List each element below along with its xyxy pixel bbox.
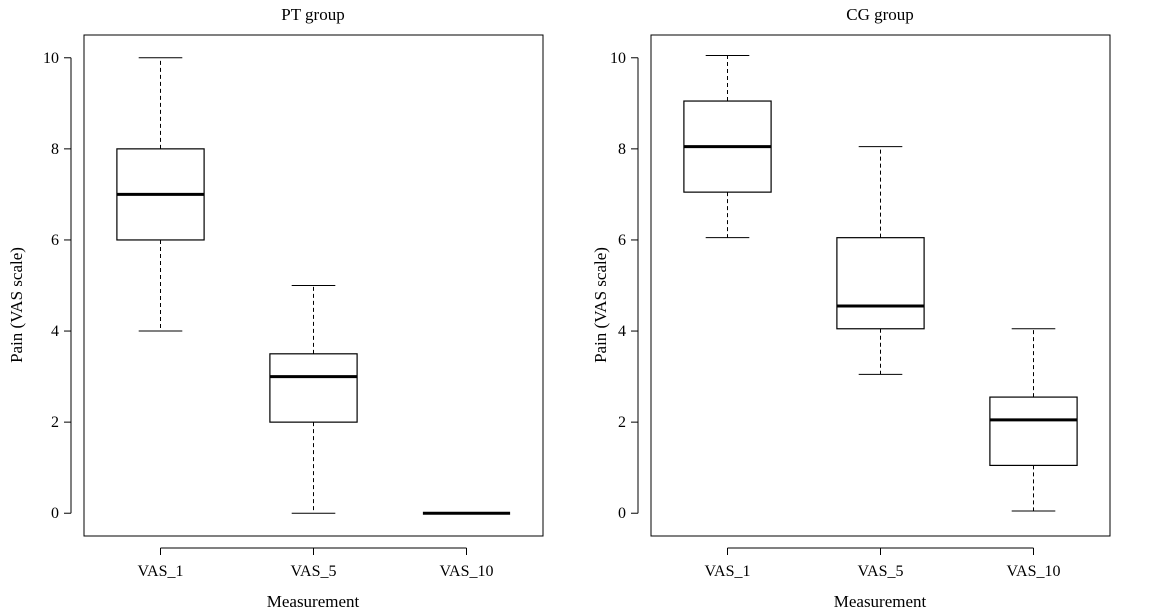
x-tick-label: VAS_10 — [440, 563, 494, 580]
iqr-box — [269, 353, 358, 423]
x-tick-label: VAS_5 — [858, 563, 904, 580]
boxplot-VAS_1 — [116, 57, 205, 332]
y-tick-label: 2 — [51, 414, 59, 431]
y-tick-label: 6 — [51, 232, 59, 249]
x-axis-label: Measurement — [267, 592, 360, 611]
plot-frame — [650, 34, 1111, 537]
y-tick-label: 4 — [51, 323, 59, 340]
y-tick-label: 4 — [618, 323, 626, 340]
x-tick-label: VAS_1 — [705, 563, 751, 580]
y-axis-label: Pain (VAS scale) — [591, 247, 610, 363]
y-tick-label: 10 — [610, 50, 626, 67]
x-tick-label: VAS_10 — [1007, 563, 1061, 580]
iqr-box — [989, 396, 1078, 467]
panel-title: PT group — [281, 5, 344, 24]
x-tick-label: VAS_1 — [138, 563, 184, 580]
x-tick-label: VAS_5 — [291, 563, 337, 580]
boxplot-VAS_10 — [989, 328, 1078, 512]
boxplot-VAS_5 — [836, 146, 925, 375]
plot-frame — [83, 34, 544, 537]
y-axis-label: Pain (VAS scale) — [7, 247, 26, 363]
y-tick-label: 8 — [51, 141, 59, 158]
x-axis-label: Measurement — [834, 592, 927, 611]
y-tick-label: 6 — [618, 232, 626, 249]
panel-title: CG group — [846, 5, 914, 24]
iqr-box — [836, 237, 925, 330]
pt-group-panel: PT group Measurement Pain (VAS scale) 0 2… — [7, 5, 544, 611]
y-tick-label: 8 — [618, 141, 626, 158]
boxplot-VAS_1 — [683, 54, 772, 239]
cg-group-panel: CG group Measurement Pain (VAS scale) 0 2… — [591, 5, 1111, 611]
y-tick-label: 10 — [43, 50, 59, 67]
y-tick-label: 0 — [51, 505, 59, 522]
boxplot-VAS_5 — [269, 285, 358, 514]
y-tick-label: 0 — [618, 505, 626, 522]
y-tick-label: 2 — [618, 414, 626, 431]
